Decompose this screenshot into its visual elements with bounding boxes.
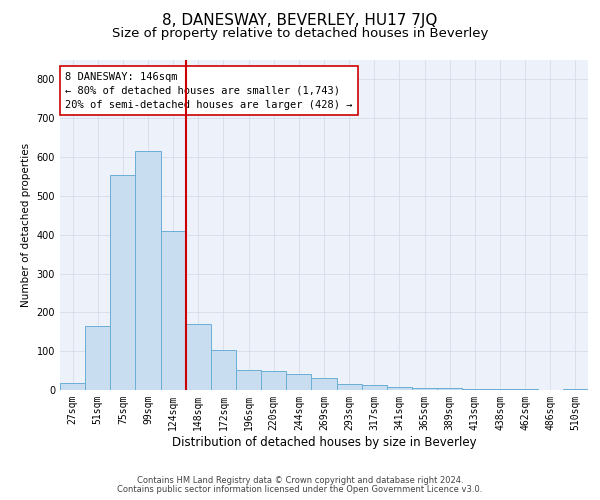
Text: Size of property relative to detached houses in Beverley: Size of property relative to detached ho… xyxy=(112,28,488,40)
Bar xyxy=(85,326,110,390)
Y-axis label: Number of detached properties: Number of detached properties xyxy=(21,143,31,307)
Bar xyxy=(512,389,538,390)
Bar xyxy=(136,151,161,390)
Bar xyxy=(236,370,261,390)
Bar xyxy=(337,384,362,390)
Bar xyxy=(362,385,387,390)
Bar xyxy=(60,383,85,390)
Text: Contains HM Land Registry data © Crown copyright and database right 2024.: Contains HM Land Registry data © Crown c… xyxy=(137,476,463,485)
Bar xyxy=(161,231,186,390)
Text: Contains public sector information licensed under the Open Government Licence v3: Contains public sector information licen… xyxy=(118,485,482,494)
Text: 8 DANESWAY: 146sqm
← 80% of detached houses are smaller (1,743)
20% of semi-deta: 8 DANESWAY: 146sqm ← 80% of detached hou… xyxy=(65,72,353,110)
Bar xyxy=(261,370,286,390)
Bar xyxy=(387,387,412,390)
Bar xyxy=(412,388,437,390)
Bar xyxy=(186,324,211,390)
Bar xyxy=(487,389,512,390)
Bar xyxy=(462,389,487,390)
Bar xyxy=(437,388,462,390)
Bar xyxy=(563,389,588,390)
X-axis label: Distribution of detached houses by size in Beverley: Distribution of detached houses by size … xyxy=(172,436,476,448)
Bar xyxy=(110,174,136,390)
Bar xyxy=(311,378,337,390)
Bar xyxy=(211,350,236,390)
Text: 8, DANESWAY, BEVERLEY, HU17 7JQ: 8, DANESWAY, BEVERLEY, HU17 7JQ xyxy=(163,12,437,28)
Bar xyxy=(286,374,311,390)
